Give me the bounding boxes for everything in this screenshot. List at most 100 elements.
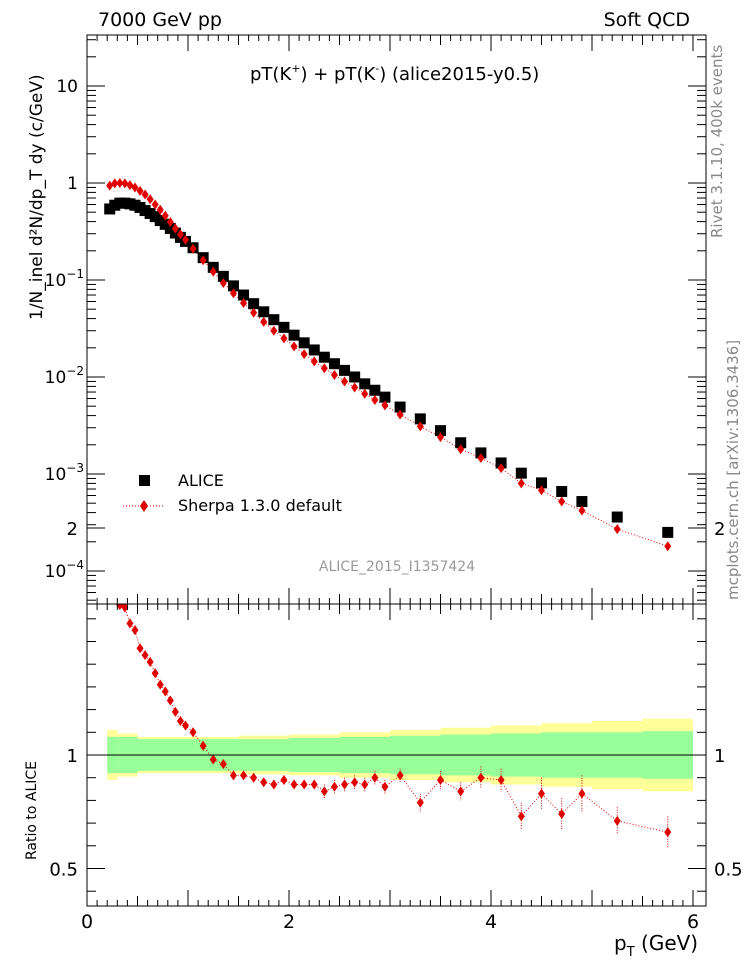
mcplots-label: mcplots.cern.ch [arXiv:1306.3436] [724, 340, 742, 600]
ytick-exp: −1 [66, 267, 84, 281]
sherpa-point [578, 505, 586, 516]
legend-sherpa-marker [140, 500, 148, 512]
ratio-point [300, 779, 308, 790]
sherpa-line [109, 182, 668, 547]
ytick-exp: −4 [66, 558, 84, 572]
ratio-point [290, 779, 298, 790]
main-title: pT(K+) + pT(K-) (alice2015-y0.5) [250, 62, 539, 85]
ratio-point [219, 759, 227, 770]
ratio-ytick-label: 1 [67, 746, 78, 767]
main-series-markers [104, 178, 674, 552]
ratio-point [320, 786, 328, 797]
alice-point [238, 289, 250, 301]
ratio-xtick-label: 0 [81, 911, 93, 933]
legend-sherpa-label: Sherpa 1.3.0 default [178, 496, 342, 515]
ratio-point [166, 695, 174, 706]
alice-point [288, 329, 300, 341]
main-ytick-label: 10−4 [45, 558, 84, 582]
header-left: 7000 GeV pp [98, 9, 222, 31]
ytick-base: 10 [45, 368, 67, 388]
ratio-point [260, 777, 268, 788]
alice-point [248, 298, 260, 310]
alice-point [455, 437, 467, 449]
sherpa-point [260, 316, 268, 327]
alice-point [662, 526, 674, 538]
sherpa-point [146, 194, 154, 205]
alice-point [318, 351, 330, 363]
sherpa-point [517, 478, 525, 489]
sherpa-point [558, 496, 566, 507]
sherpa-point [166, 217, 174, 228]
ratio-point [341, 779, 349, 790]
sherpa-point [189, 243, 197, 254]
ratio-point [578, 788, 586, 799]
ratio-xtick-label: 6 [687, 911, 699, 933]
sherpa-point [280, 333, 288, 344]
sherpa-point [290, 341, 298, 352]
alice-point [414, 413, 426, 425]
sherpa-point [141, 189, 149, 200]
ratio-point [351, 777, 359, 788]
sherpa-point [457, 444, 465, 455]
ratio-point [106, 577, 113, 587]
ratio-point [151, 668, 159, 679]
legend-alice-label: ALICE [178, 471, 224, 490]
main-ylabel: 1/N_inel d²N/dp_T dy (c/GeV) [27, 74, 47, 320]
main-ytick-label: 10 [56, 77, 78, 97]
ratio-point [497, 774, 505, 785]
ratio-point [136, 643, 144, 654]
sherpa-point [477, 453, 485, 464]
ratio-point [416, 797, 424, 808]
ratio-point [361, 779, 369, 790]
alice-point [328, 358, 340, 370]
alice-point [515, 467, 527, 479]
sherpa-point [156, 204, 164, 215]
ratio-xtick-label: 4 [485, 911, 497, 933]
sherpa-point [270, 325, 278, 336]
ratio-ytick-label: 2 [67, 519, 78, 540]
title-part-b: ) + pT(K [300, 64, 376, 85]
ratio-point [664, 827, 672, 838]
ratio-point [121, 604, 129, 613]
ratio-axes: 0.5 0.5 1 1 2 2 0 2 4 6 [49, 519, 742, 933]
ratio-point [330, 781, 338, 792]
ratio-point [613, 815, 621, 826]
alice-point [349, 371, 361, 383]
alice-point [536, 477, 547, 489]
sherpa-point [219, 278, 227, 289]
alice-point [611, 511, 623, 523]
header-right: Soft QCD [604, 9, 690, 31]
ratio-point [240, 770, 248, 781]
sherpa-point [106, 180, 114, 191]
sherpa-point [136, 185, 144, 196]
sherpa-point [131, 182, 139, 193]
sherpa-point [250, 307, 258, 318]
main-ytick-label: 10−1 [45, 267, 84, 291]
ratio-point [477, 772, 485, 783]
ratio-point [558, 809, 566, 820]
sherpa-point [320, 363, 328, 374]
ratio-point [517, 811, 525, 822]
ratio-point [116, 604, 124, 611]
ratio-point [229, 770, 237, 781]
sherpa-point [151, 199, 159, 210]
alice-point [435, 425, 446, 437]
title-part-a: pT(K [250, 64, 292, 85]
ytick-base: 10 [45, 271, 67, 291]
ratio-point [171, 706, 179, 717]
sherpa-point [613, 524, 621, 535]
ratio-point [396, 770, 404, 781]
sherpa-point [538, 485, 545, 496]
alice-point [339, 364, 351, 376]
ratio-ylabel-text: Ratio to ALICE [24, 761, 40, 860]
ratio-point [209, 754, 217, 765]
sherpa-point [416, 421, 424, 432]
sherpa-point [181, 234, 189, 245]
alice-point [278, 321, 290, 333]
sherpa-point [240, 297, 248, 308]
ratio-point [181, 720, 189, 731]
alice-point [298, 337, 310, 349]
sherpa-point [111, 178, 119, 189]
alice-point [308, 344, 320, 356]
